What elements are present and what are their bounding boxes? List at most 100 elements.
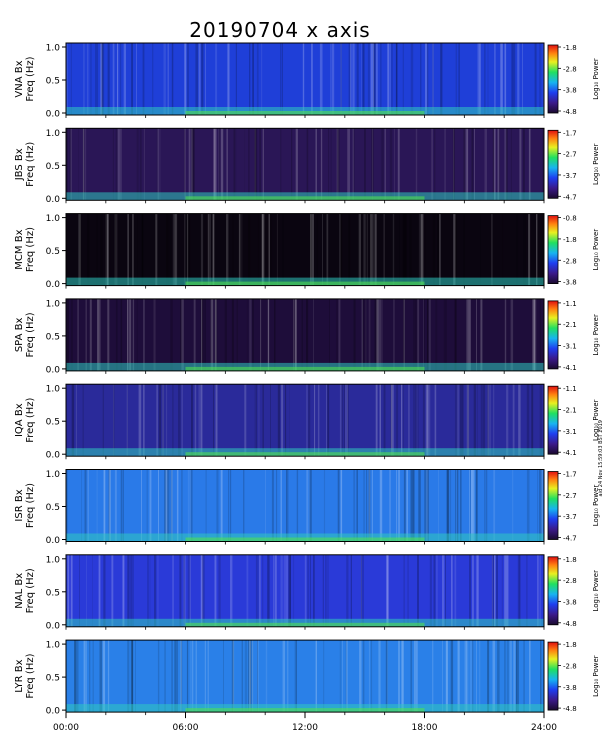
- panel-spa-texture-stripe: [249, 298, 252, 371]
- panel-vna-texture-stripe: [540, 43, 542, 115]
- panel-spa-texture-stripe: [413, 298, 416, 371]
- panel-isr-texture-stripe: [469, 469, 470, 542]
- panel-vna-texture-stripe: [163, 43, 166, 115]
- panel-iqa-texture-stripe: [314, 384, 316, 457]
- panel-mcm-texture-stripe: [212, 213, 214, 286]
- panel-jbs-texture-stripe: [184, 128, 186, 201]
- panel-lyr-texture-stripe: [506, 640, 509, 713]
- panel-spa-texture-stripe: [77, 298, 79, 371]
- panel-isr-texture-stripe: [426, 469, 429, 542]
- panel-jbs-texture-stripe: [255, 128, 258, 201]
- panel-vna-texture-stripe: [195, 43, 198, 115]
- panel-lyr-texture-stripe: [175, 640, 178, 713]
- panel-iqa-colorbar: [547, 385, 559, 455]
- panel-vna-texture-stripe: [367, 43, 370, 115]
- panel-spa-texture-stripe: [202, 298, 205, 371]
- panel-lyr-texture-stripe: [265, 640, 268, 713]
- panel-jbs-texture-stripe: [497, 128, 500, 201]
- panel-isr-texture-stripe: [473, 469, 475, 542]
- panel-spa-texture-stripe: [215, 298, 218, 371]
- panel-lyr-texture-stripe: [174, 640, 176, 713]
- panel-jbs-texture-stripe: [226, 128, 228, 201]
- panel-lyr-low-band-core: [185, 708, 425, 713]
- panel-iqa-texture-stripe: [327, 384, 330, 457]
- panel-lyr-texture-stripe: [223, 640, 224, 713]
- panel-lyr-colorbar-tick-label: -3.8: [563, 684, 577, 692]
- panel-lyr-texture-stripe: [469, 640, 473, 713]
- panel-isr-texture-stripe: [356, 469, 358, 542]
- panel-mcm-texture-stripe: [326, 213, 329, 286]
- panel-iqa-texture-stripe: [408, 384, 410, 457]
- panel-lyr-texture-stripe: [497, 640, 500, 713]
- panel-lyr-texture-stripe: [195, 640, 197, 713]
- panel-vna-texture-stripe: [351, 43, 353, 115]
- panel-nal-texture-stripe: [350, 554, 352, 627]
- panel-spa-texture-stripe: [120, 298, 123, 371]
- panel-nal-texture-stripe: [201, 554, 203, 627]
- panel-mcm-texture-stripe: [172, 213, 176, 286]
- panel-mcm-texture-stripe: [232, 213, 234, 286]
- panel-iqa-texture-stripe: [456, 384, 458, 457]
- panel-vna-colorbar: [547, 44, 559, 114]
- panel-iqa-texture-stripe: [539, 384, 542, 457]
- panel-vna-colorbar-tick-label: -3.8: [563, 87, 577, 95]
- panel-jbs-texture-stripe: [431, 128, 433, 201]
- panel-isr-texture-stripe: [340, 469, 343, 542]
- panel-isr-texture-stripe: [526, 469, 530, 542]
- panel-jbs-texture-stripe: [505, 128, 508, 201]
- panel-jbs-texture-stripe: [352, 128, 354, 201]
- panel-spa-texture-stripe: [236, 298, 238, 371]
- panel-vna-texture-stripe: [410, 43, 414, 115]
- panel-iqa-texture-stripe: [390, 384, 393, 457]
- panel-isr-texture-stripe: [446, 469, 450, 542]
- panel-iqa-texture-stripe: [215, 384, 218, 457]
- panel-spa-texture-stripe: [468, 298, 471, 371]
- panel-spa-texture-stripe: [136, 298, 138, 371]
- panel-mcm-texture-stripe: [491, 213, 493, 286]
- panel-spa-texture-stripe: [335, 298, 339, 371]
- panel-vna-texture-stripe: [87, 43, 89, 115]
- panel-spa-texture-stripe: [533, 298, 535, 371]
- panel-spa-spectrogram: [66, 298, 544, 371]
- panel-jbs-low-band-core: [185, 196, 425, 201]
- panel-spa-texture-stripe: [180, 298, 183, 371]
- panel-iqa-texture-stripe: [482, 384, 486, 457]
- panel-jbs-texture-stripe: [542, 128, 545, 201]
- panel-vna-texture-stripe: [117, 43, 119, 115]
- panel-nal-texture-stripe: [507, 554, 509, 627]
- panel-isr-freq-label: Freq (Hz): [25, 483, 36, 528]
- panel-isr-colorbar-tick-label: -1.7: [563, 471, 577, 479]
- panel-vna-texture-stripe: [517, 43, 520, 115]
- panel-nal-texture-stripe: [518, 554, 521, 627]
- panel-spa-texture-stripe: [428, 298, 431, 371]
- panel-isr-texture-stripe: [470, 469, 473, 542]
- panel-nal-texture-stripe: [200, 554, 204, 627]
- panel-lyr-texture-stripe: [294, 640, 297, 713]
- panel-iqa-texture-stripe: [158, 384, 162, 457]
- panel-nal-texture-stripe: [258, 554, 261, 627]
- panel-spa-texture-stripe: [454, 298, 457, 371]
- panel-iqa-texture-stripe: [391, 384, 394, 457]
- panel-iqa-texture-stripe: [306, 384, 308, 457]
- panel-vna-texture-stripe: [420, 43, 421, 115]
- panel-lyr-texture-stripe: [339, 640, 342, 713]
- panel-jbs-texture-stripe: [143, 128, 145, 201]
- panel-iqa-ytick-label: 0.5: [46, 418, 60, 428]
- panel-spa-texture-stripe: [268, 298, 270, 371]
- panel-iqa-texture-stripe: [166, 384, 168, 457]
- panel-spa-texture-stripe: [99, 298, 101, 371]
- panel-spa-colorbar-tick-label: -2.1: [563, 321, 577, 329]
- panel-vna-texture-stripe: [205, 43, 206, 115]
- panel-vna-texture-stripe: [152, 43, 154, 115]
- panel-vna-texture-stripe: [487, 43, 489, 115]
- panel-nal-texture-stripe: [346, 554, 349, 627]
- panel-spa-texture-stripe: [362, 298, 365, 371]
- panel-nal-texture-stripe: [496, 554, 498, 627]
- panel-lyr-texture-stripe: [516, 640, 518, 713]
- panel-mcm-texture-stripe: [114, 213, 116, 286]
- panel-mcm-colorbar-tick-label: -2.8: [563, 257, 577, 265]
- panel-mcm-texture-stripe: [79, 213, 81, 286]
- panel-vna-texture-stripe: [350, 43, 351, 115]
- panel-nal-texture-stripe: [86, 554, 87, 627]
